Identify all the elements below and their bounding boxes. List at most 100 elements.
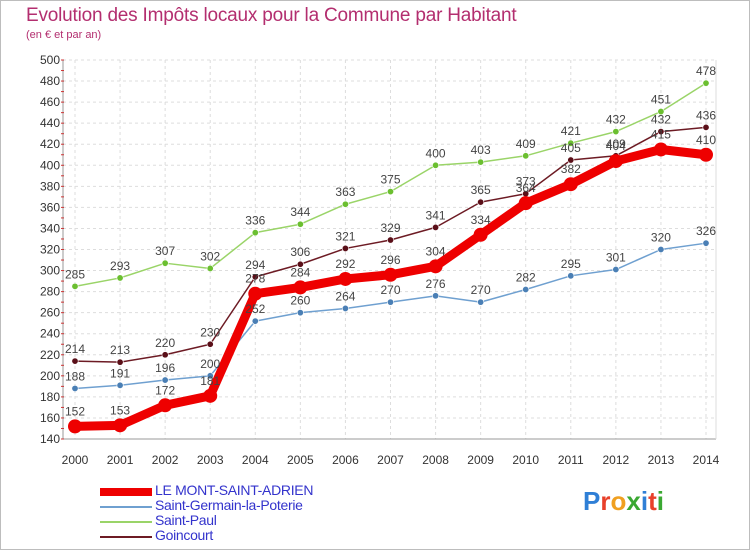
data-point-le-mont-saint-adrien	[383, 267, 398, 282]
y-tick-label: 380	[40, 179, 60, 193]
x-tick-label: 2002	[152, 453, 179, 467]
y-tick-label: 340	[40, 221, 60, 235]
data-label-le-mont-saint-adrien: 364	[516, 181, 536, 195]
data-label-saint-germain-la-poterie: 191	[110, 366, 130, 380]
data-point-saint-germain-la-poterie	[116, 381, 124, 389]
data-label-le-mont-saint-adrien: 152	[65, 404, 85, 418]
data-label-le-mont-saint-adrien: 415	[651, 127, 671, 141]
y-axis-ticks: 140 160 180 200 220 240 260 280 300 320 340 360 380 4…	[40, 53, 60, 446]
data-point-goincourt	[341, 244, 349, 252]
data-label-le-mont-saint-adrien: 284	[290, 265, 310, 279]
data-label-saint-germain-la-poterie: 270	[471, 283, 491, 297]
data-label-saint-germain-la-poterie: 196	[155, 361, 175, 375]
data-label-saint-germain-la-poterie: 295	[561, 257, 581, 271]
data-label-le-mont-saint-adrien: 172	[155, 383, 175, 397]
y-tick-label: 500	[40, 53, 60, 67]
data-label-le-mont-saint-adrien: 304	[426, 244, 446, 258]
data-label-saint-paul: 375	[380, 173, 400, 187]
data-point-le-mont-saint-adrien	[293, 280, 308, 295]
data-point-goincourt	[567, 156, 575, 164]
legend-label: Goincourt	[155, 527, 213, 543]
data-point-saint-paul	[386, 188, 394, 196]
data-point-saint-germain-la-poterie	[702, 239, 710, 247]
data-point-goincourt	[251, 273, 259, 281]
data-label-le-mont-saint-adrien: 278	[245, 272, 265, 286]
data-point-saint-germain-la-poterie	[657, 246, 665, 254]
chart-title: Evolution des Impôts locaux pour la Comm…	[26, 5, 517, 26]
data-label-goincourt: 213	[110, 343, 130, 357]
data-point-le-mont-saint-adrien	[158, 398, 173, 413]
data-point-saint-germain-la-poterie	[522, 286, 530, 294]
y-tick-label: 260	[40, 306, 60, 320]
y-tick-label: 480	[40, 74, 60, 88]
y-tick-label: 160	[40, 411, 60, 425]
data-point-goincourt	[386, 236, 394, 244]
data-label-saint-paul: 344	[290, 205, 310, 219]
data-label-saint-paul: 432	[606, 113, 626, 127]
data-point-saint-germain-la-poterie	[251, 317, 259, 325]
data-label-goincourt: 230	[200, 325, 220, 339]
data-point-saint-germain-la-poterie	[296, 309, 304, 317]
data-label-saint-germain-la-poterie: 270	[380, 283, 400, 297]
legend-label: Saint-Germain-la-Poterie	[155, 497, 303, 513]
data-point-saint-paul	[612, 128, 620, 136]
y-tick-label: 420	[40, 137, 60, 151]
data-label-le-mont-saint-adrien: 382	[561, 162, 581, 176]
data-point-saint-paul	[477, 158, 485, 166]
data-point-saint-germain-la-poterie	[477, 298, 485, 306]
data-label-saint-germain-la-poterie: 326	[696, 224, 716, 238]
data-point-saint-germain-la-poterie	[432, 292, 440, 300]
data-label-goincourt: 294	[245, 258, 265, 272]
logo-letter: i	[640, 486, 649, 516]
logo-letter: i	[656, 486, 664, 516]
data-point-saint-paul	[657, 108, 665, 116]
data-label-saint-paul: 421	[561, 124, 581, 138]
data-point-saint-paul	[161, 259, 169, 267]
x-tick-label: 2010	[512, 453, 539, 467]
x-tick-label: 2003	[197, 453, 224, 467]
data-label-saint-paul: 363	[335, 185, 355, 199]
data-label-goincourt: 341	[426, 208, 446, 222]
data-point-saint-germain-la-poterie	[341, 304, 349, 312]
x-tick-label: 2011	[558, 453, 584, 467]
logo-letter: o	[610, 486, 627, 516]
data-point-goincourt	[206, 340, 214, 348]
data-label-saint-paul: 293	[110, 259, 130, 273]
data-point-le-mont-saint-adrien	[203, 388, 218, 403]
x-tick-label: 2009	[467, 453, 494, 467]
y-tick-label: 240	[40, 327, 60, 341]
proxiti-logo: Proxiti	[583, 486, 664, 517]
data-point-saint-germain-la-poterie	[206, 372, 214, 380]
data-label-saint-germain-la-poterie: 200	[200, 357, 220, 371]
logo-letter: r	[600, 486, 611, 516]
legend-swatch	[100, 521, 152, 523]
data-point-goincourt	[296, 260, 304, 268]
x-axis-ticks: 2000 2001 2002 2003 2004 2005 2006 2007 2008 2009…	[62, 453, 720, 467]
series-lines	[68, 79, 713, 434]
data-point-le-mont-saint-adrien	[113, 418, 128, 433]
data-point-saint-germain-la-poterie	[612, 266, 620, 274]
data-point-le-mont-saint-adrien	[428, 259, 443, 274]
data-label-goincourt: 373	[516, 175, 536, 189]
data-label-saint-paul: 285	[65, 267, 85, 281]
x-tick-label: 2001	[107, 453, 134, 467]
x-tick-label: 2014	[693, 453, 720, 467]
data-point-goincourt	[657, 128, 665, 136]
data-point-saint-paul	[702, 79, 710, 87]
data-label-le-mont-saint-adrien: 181	[200, 374, 220, 388]
x-tick-label: 2000	[62, 453, 89, 467]
data-point-saint-germain-la-poterie	[567, 272, 575, 280]
data-point-le-mont-saint-adrien	[518, 196, 533, 211]
y-tick-label: 180	[40, 390, 60, 404]
y-tick-label: 440	[40, 116, 60, 130]
data-label-saint-paul: 403	[471, 143, 491, 157]
data-point-goincourt	[71, 357, 79, 365]
data-point-saint-paul	[206, 264, 214, 272]
data-label-goincourt: 329	[380, 221, 400, 235]
legend-label: LE MONT-SAINT-ADRIEN	[155, 482, 314, 498]
data-label-saint-paul: 302	[200, 249, 220, 263]
data-point-saint-paul	[116, 274, 124, 282]
data-label-saint-germain-la-poterie: 188	[65, 369, 85, 383]
data-point-le-mont-saint-adrien	[473, 227, 488, 242]
